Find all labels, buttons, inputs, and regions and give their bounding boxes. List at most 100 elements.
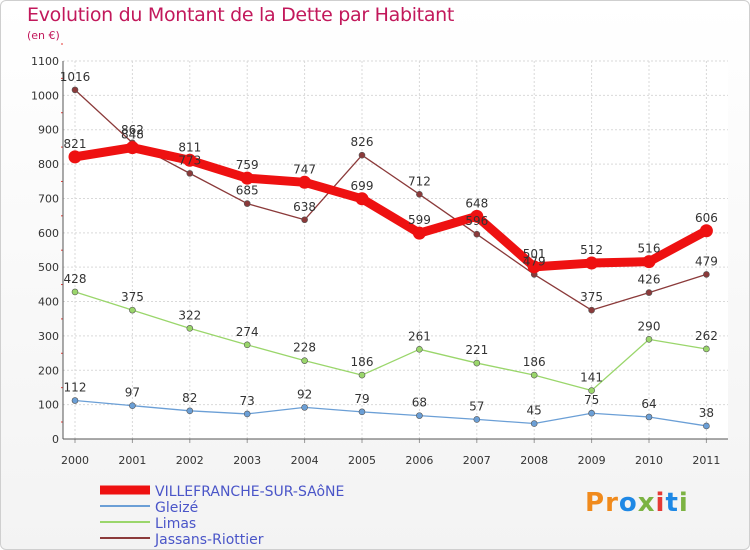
x-tick-label: 2010 <box>635 454 663 467</box>
data-point <box>301 216 308 224</box>
data-point <box>125 141 139 155</box>
data-point <box>530 371 538 379</box>
data-label: 638 <box>293 200 316 214</box>
data-point <box>473 230 481 238</box>
data-label: 811 <box>178 140 201 154</box>
data-label: 862 <box>121 123 144 137</box>
data-label: 82 <box>182 391 197 405</box>
x-tick-label: 2008 <box>520 454 548 467</box>
data-point <box>301 357 308 364</box>
data-label: 606 <box>695 211 718 225</box>
data-label: 375 <box>580 290 603 304</box>
data-point <box>71 288 79 296</box>
data-point <box>71 86 79 94</box>
data-point <box>129 402 136 409</box>
data-label: 322 <box>178 308 201 322</box>
data-point <box>243 341 251 349</box>
data-label: 599 <box>408 213 431 227</box>
legend: VILLEFRANCHE-SUR-SAôNEGleizéLimasJassans… <box>100 484 344 548</box>
proxiti-logo: Proxiti <box>585 488 689 518</box>
grid-lines <box>63 60 728 440</box>
legend-label: VILLEFRANCHE-SUR-SAôNE <box>155 484 344 500</box>
data-label: 516 <box>638 242 661 256</box>
data-label: 375 <box>121 290 144 304</box>
data-point <box>588 409 595 417</box>
data-label: 290 <box>638 319 661 333</box>
data-label: 73 <box>240 394 255 408</box>
data-label: 261 <box>408 329 431 343</box>
data-label: 501 <box>523 247 546 261</box>
data-point <box>298 175 312 189</box>
axes: 0 100 200 300 400 500 600 700 800 900 1000 1100 2000… <box>31 43 728 467</box>
data-point <box>645 336 653 343</box>
data-label: 479 <box>523 254 546 268</box>
data-label: 712 <box>408 174 431 188</box>
data-point <box>585 256 599 270</box>
y-tick-label: 1100 <box>31 55 59 68</box>
y-tick-label: 1000 <box>31 89 59 102</box>
legend-label: Limas <box>155 516 196 532</box>
series-line <box>74 89 708 311</box>
data-label: 97 <box>125 386 140 400</box>
y-tick-label: 400 <box>38 296 59 309</box>
y-tick-label: 700 <box>38 192 59 205</box>
x-tick-label: 2006 <box>405 454 433 467</box>
y-tick-label: 600 <box>38 227 59 240</box>
x-tick-label: 2005 <box>348 454 376 467</box>
data-point <box>412 226 426 240</box>
data-point <box>186 170 194 177</box>
data-label: 274 <box>236 325 259 339</box>
data-label: 512 <box>580 243 603 257</box>
plot-area <box>63 61 728 439</box>
data-label: 759 <box>236 158 259 172</box>
data-point <box>358 151 366 159</box>
data-label: 75 <box>584 393 599 407</box>
data-label: 92 <box>297 387 312 401</box>
data-label: 428 <box>64 272 87 286</box>
data-label: 64 <box>641 397 656 411</box>
data-point <box>527 260 541 274</box>
data-point <box>473 416 481 423</box>
x-tick-label: 2007 <box>463 454 491 467</box>
x-tick-label: 2000 <box>61 454 89 467</box>
y-tick-label: 0 <box>52 433 59 446</box>
data-label: 426 <box>638 273 661 287</box>
data-label: 479 <box>695 254 718 268</box>
x-tick-label: 2009 <box>578 454 606 467</box>
data-point <box>183 153 197 167</box>
data-point <box>358 408 366 416</box>
data-point <box>68 150 82 164</box>
data-point <box>186 407 194 415</box>
data-point <box>699 224 713 238</box>
chart-subtitle: (en €) <box>27 29 60 42</box>
data-point <box>588 387 595 394</box>
data-point <box>642 255 656 269</box>
data-point <box>645 413 653 421</box>
data-label: 112 <box>64 381 87 395</box>
data-label: 141 <box>580 371 603 385</box>
x-tick-label: 2002 <box>176 454 204 467</box>
data-labels: 112 97 82 73 92 79 68 57 45 75 64 38 428 375 322 274 228… <box>60 70 718 420</box>
data-label: 596 <box>465 214 488 228</box>
y-tick-label: 800 <box>38 158 59 171</box>
y-tick-label: 100 <box>38 399 59 412</box>
data-label: 821 <box>64 137 87 151</box>
data-point <box>588 306 595 314</box>
x-tick-label: 2001 <box>118 454 146 467</box>
data-label: 38 <box>699 406 714 420</box>
data-label: 186 <box>523 355 546 369</box>
series-line <box>74 291 708 392</box>
data-label: 648 <box>465 196 488 210</box>
data-label: 68 <box>412 396 427 410</box>
data-point <box>645 289 653 296</box>
data-label: 79 <box>354 392 369 406</box>
chart-title: Evolution du Montant de la Dette par Hab… <box>27 4 455 26</box>
data-point <box>301 404 308 411</box>
data-point <box>473 359 481 367</box>
x-tick-label: 2003 <box>233 454 261 467</box>
data-point <box>416 191 423 198</box>
data-point <box>416 412 423 419</box>
data-label: 848 <box>121 128 144 142</box>
data-point <box>358 371 366 379</box>
data-point <box>186 325 194 332</box>
